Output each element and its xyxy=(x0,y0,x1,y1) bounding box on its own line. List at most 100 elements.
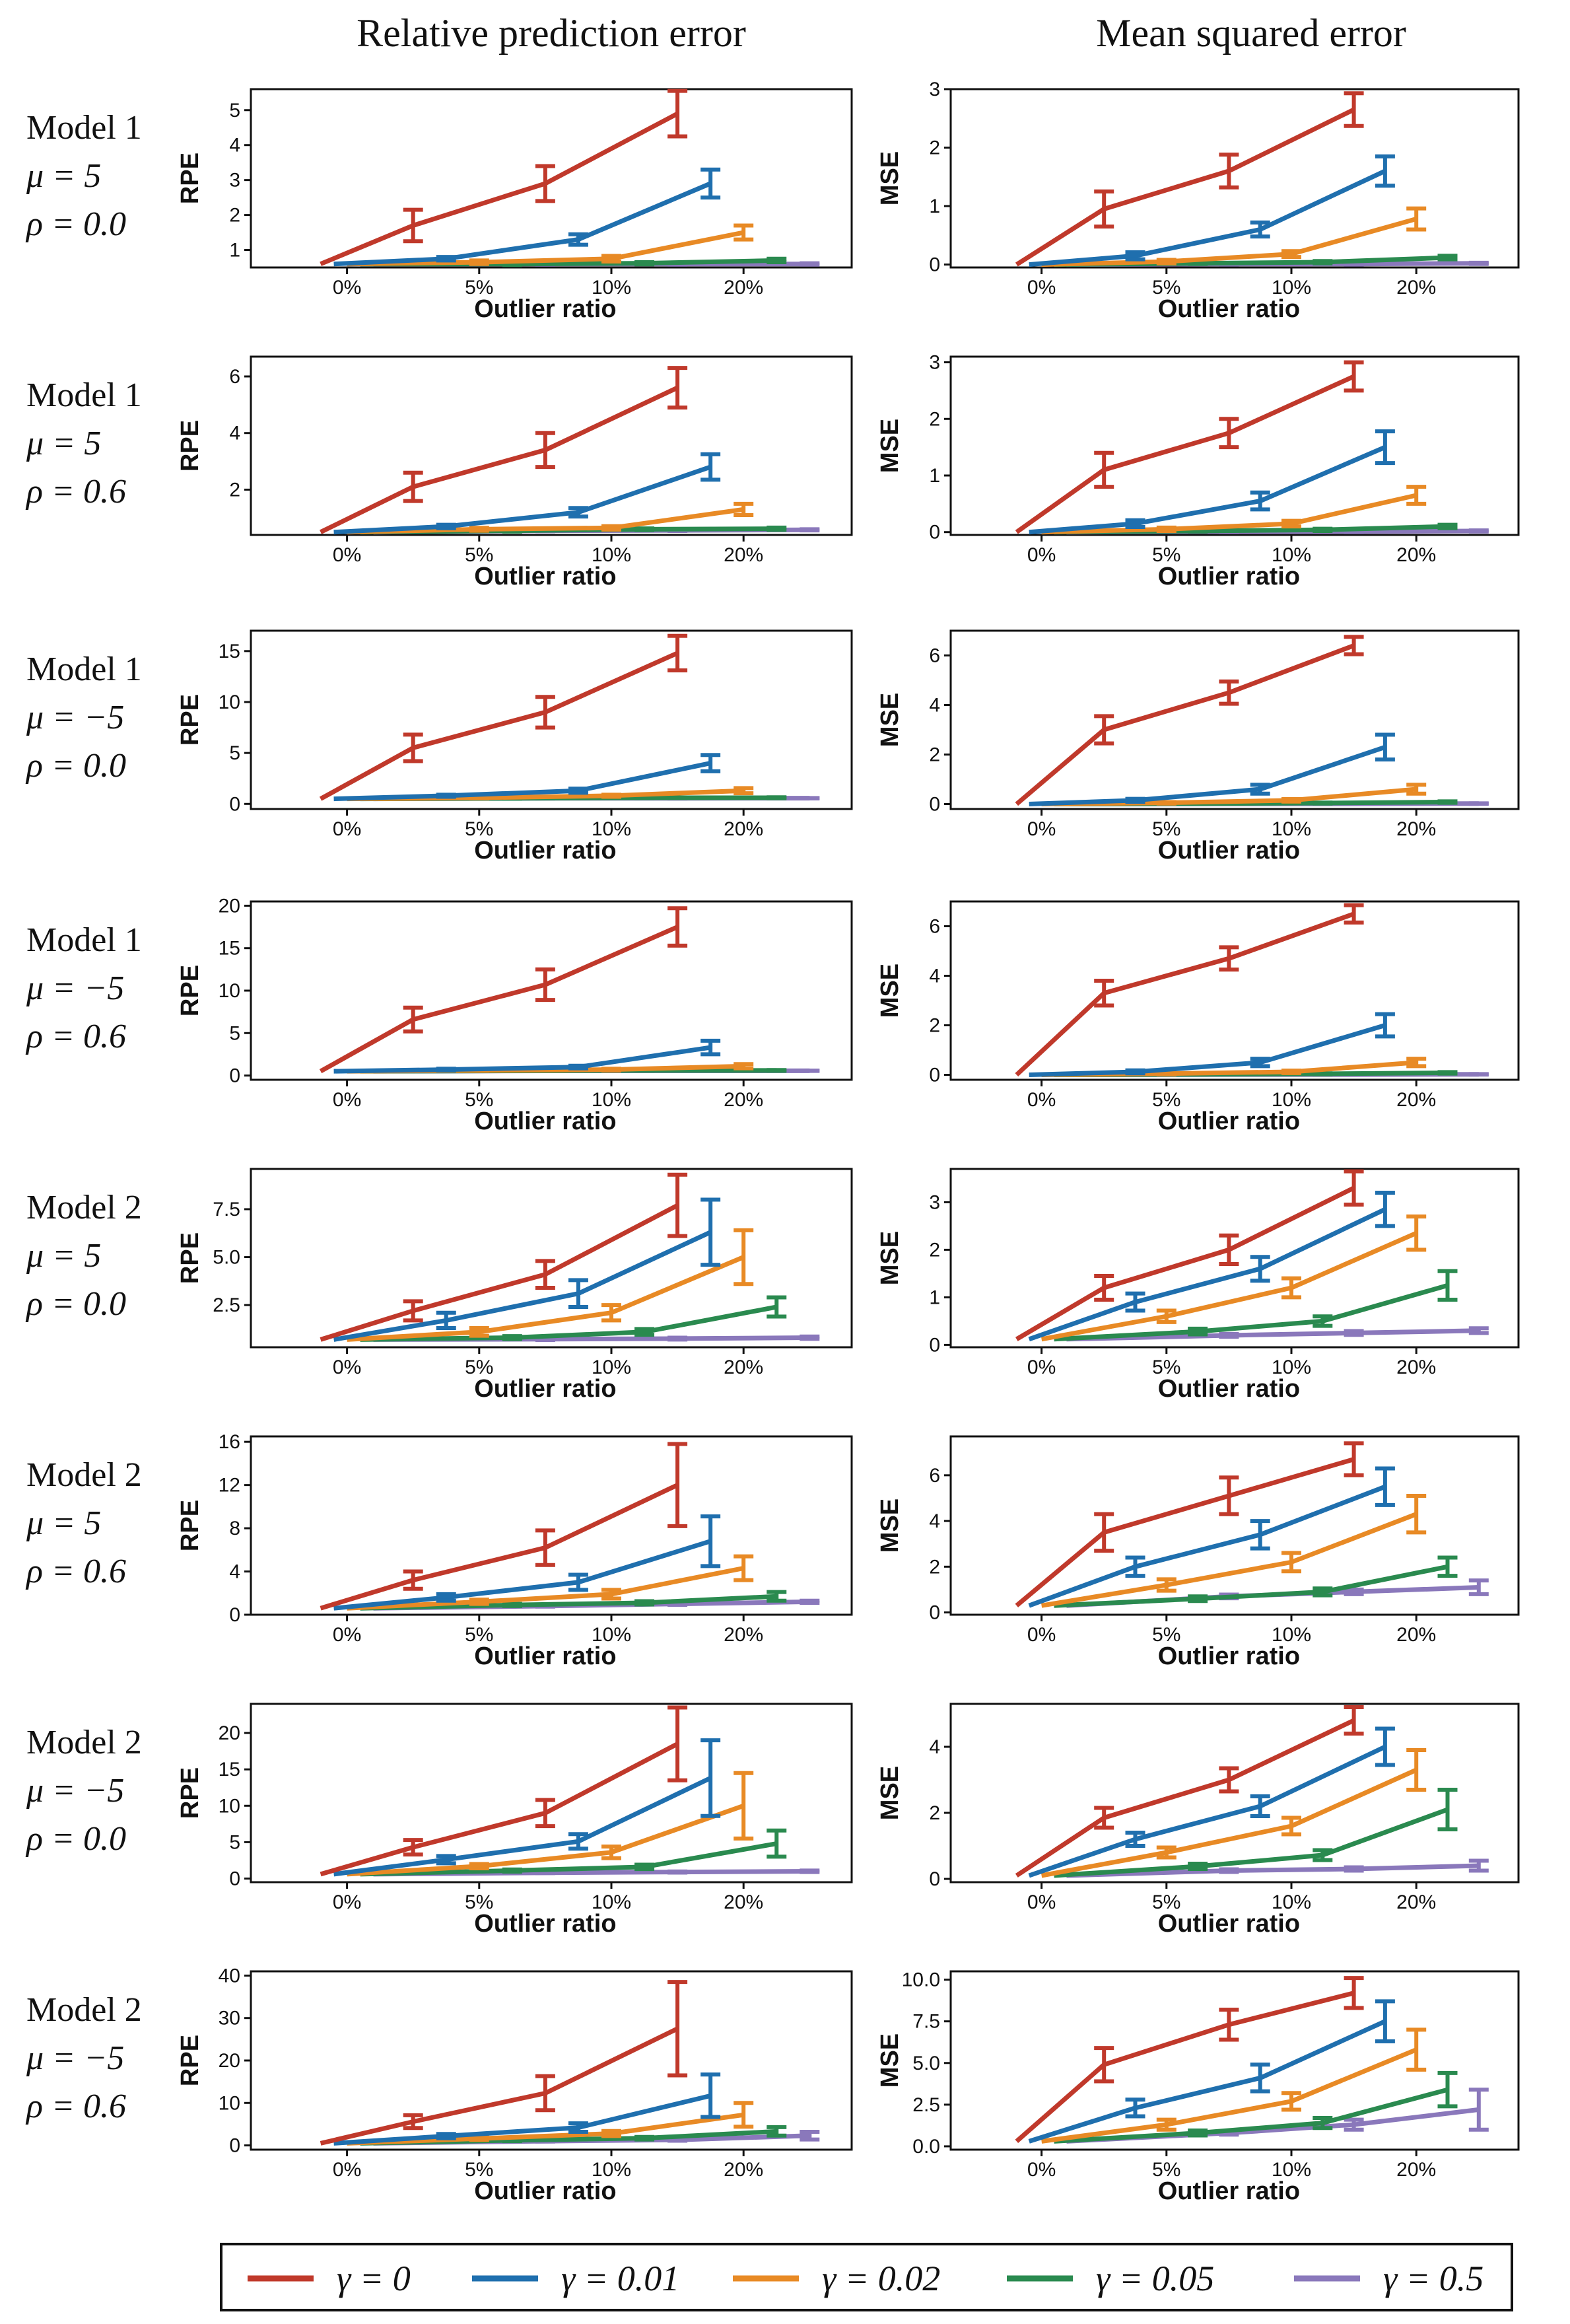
error-bar xyxy=(469,1325,489,1338)
row-label-mu: μ = −5 xyxy=(26,969,124,1007)
x-tick-label: 10% xyxy=(592,1089,631,1111)
error-bar xyxy=(1313,1586,1333,1598)
error-bar xyxy=(1219,1331,1239,1339)
error-bar xyxy=(700,452,721,482)
y-tick-label: 3 xyxy=(929,79,940,100)
x-axis-label: Outlier ratio xyxy=(1158,2177,1300,2205)
error-bar xyxy=(403,1005,423,1034)
error-bar xyxy=(1344,1329,1364,1337)
y-tick-label: 10 xyxy=(219,691,240,713)
error-bar xyxy=(1344,635,1364,656)
y-axis-label: RPE xyxy=(176,694,204,746)
error-bar xyxy=(1250,1519,1270,1551)
series-line xyxy=(1066,1863,1479,1878)
series-line xyxy=(320,1483,679,1611)
row-label-rho: ρ = 0.0 xyxy=(25,1820,126,1858)
y-tick-label: 10.0 xyxy=(902,1969,940,1991)
x-tick-label: 10% xyxy=(1272,1089,1311,1111)
y-tick-label: 6 xyxy=(929,645,940,667)
row-label-rho: ρ = 0.6 xyxy=(25,2088,126,2125)
legend: γ = 0 γ = 0.01 γ = 0.02 γ = 0.05 γ = 0.5 xyxy=(220,2243,1513,2311)
series-line xyxy=(1015,1457,1355,1607)
error-bar xyxy=(634,526,655,532)
error-bar xyxy=(535,2074,555,2113)
series-line xyxy=(1015,107,1355,267)
x-tick-label: 10% xyxy=(592,544,631,566)
y-tick-label: 16 xyxy=(219,1431,240,1453)
error-bar xyxy=(1344,903,1364,925)
series-line xyxy=(1041,217,1417,267)
x-tick-label: 0% xyxy=(333,1624,361,1646)
error-bar xyxy=(1094,450,1114,489)
error-bar xyxy=(734,501,754,517)
x-tick-label: 20% xyxy=(1396,1356,1436,1378)
error-bar xyxy=(1468,260,1489,266)
plot-frame xyxy=(250,1970,853,2151)
error-bar xyxy=(800,1598,820,1605)
x-tick-label: 20% xyxy=(724,818,763,840)
row-label-mu: μ = −5 xyxy=(26,699,124,736)
error-bar xyxy=(1375,732,1395,761)
legend-item: γ = 0 xyxy=(248,2259,411,2298)
legend-label: γ = 0.01 xyxy=(561,2259,679,2298)
error-bar xyxy=(1406,485,1427,506)
legend-label: γ = 0.05 xyxy=(1096,2259,1214,2298)
x-tick-label: 5% xyxy=(1152,1356,1180,1378)
series-line xyxy=(1028,2019,1386,2144)
error-bar xyxy=(403,207,423,244)
series-line xyxy=(347,1255,745,1342)
error-bar xyxy=(1125,1831,1145,1848)
x-axis-label: Outlier ratio xyxy=(474,295,616,323)
error-bar xyxy=(1313,1848,1333,1862)
row-label-mu: μ = 5 xyxy=(26,1504,101,1542)
error-bar xyxy=(1437,254,1458,262)
y-axis-label: RPE xyxy=(176,153,204,204)
error-bar xyxy=(667,1705,688,1782)
error-bar xyxy=(1188,1594,1208,1603)
row-label-mu: μ = 5 xyxy=(26,425,101,462)
series-line xyxy=(1015,1990,1355,2144)
error-bar xyxy=(568,2121,588,2134)
y-tick-label: 3 xyxy=(929,1191,940,1213)
error-bar xyxy=(734,1062,754,1071)
error-bar xyxy=(1375,154,1395,188)
y-tick-label: 2 xyxy=(929,1015,940,1037)
error-bar xyxy=(601,1845,621,1860)
series-line xyxy=(319,925,679,1074)
x-tick-label: 0% xyxy=(1027,1356,1056,1378)
error-bar xyxy=(700,1197,721,1267)
error-bar xyxy=(469,795,489,800)
series-line xyxy=(1015,1718,1355,1878)
row-label-model: Model 2 xyxy=(26,1189,142,1226)
error-bar xyxy=(1344,1169,1364,1207)
y-tick-label: 2 xyxy=(929,744,940,766)
y-tick-label: 4 xyxy=(229,423,240,444)
y-tick-label: 10 xyxy=(219,1795,240,1817)
error-bar xyxy=(634,2134,655,2142)
row-label-model: Model 1 xyxy=(26,921,142,959)
error-bar xyxy=(800,261,820,267)
x-tick-label: 0% xyxy=(1027,1624,1056,1646)
y-tick-label: 4 xyxy=(229,135,240,157)
error-bar xyxy=(601,792,621,799)
error-bar xyxy=(700,1038,721,1057)
error-bar xyxy=(436,1067,456,1073)
error-bar xyxy=(1219,1867,1239,1874)
x-tick-label: 10% xyxy=(1272,277,1311,299)
series-line xyxy=(1041,1767,1417,1878)
error-bar xyxy=(1125,2097,1145,2119)
chart-panel-mse: 0.0 2.5 5.0 7.5 10.0 0% 5% 10% 20% Outlier ratio M… xyxy=(876,1969,1520,2205)
chart-panel-mse: 0 1 2 3 0% 5% 10% 20% Outlier ratio MSE xyxy=(876,1168,1520,1403)
series-line xyxy=(333,181,712,267)
error-bar xyxy=(436,2132,456,2140)
y-tick-label: 0 xyxy=(929,1602,940,1624)
error-bar xyxy=(535,431,555,470)
error-bar xyxy=(1125,1068,1145,1076)
x-axis-label: Outlier ratio xyxy=(1158,563,1300,590)
chart-panel-rpe: 0 10 20 30 40 0% 5% 10% 20% Outlier ratio RPE xyxy=(176,1965,853,2205)
error-bar xyxy=(403,1838,423,1857)
x-tick-label: 5% xyxy=(465,1089,493,1111)
error-bar xyxy=(1313,800,1333,806)
x-tick-label: 20% xyxy=(724,544,763,566)
error-bar xyxy=(1281,797,1301,804)
